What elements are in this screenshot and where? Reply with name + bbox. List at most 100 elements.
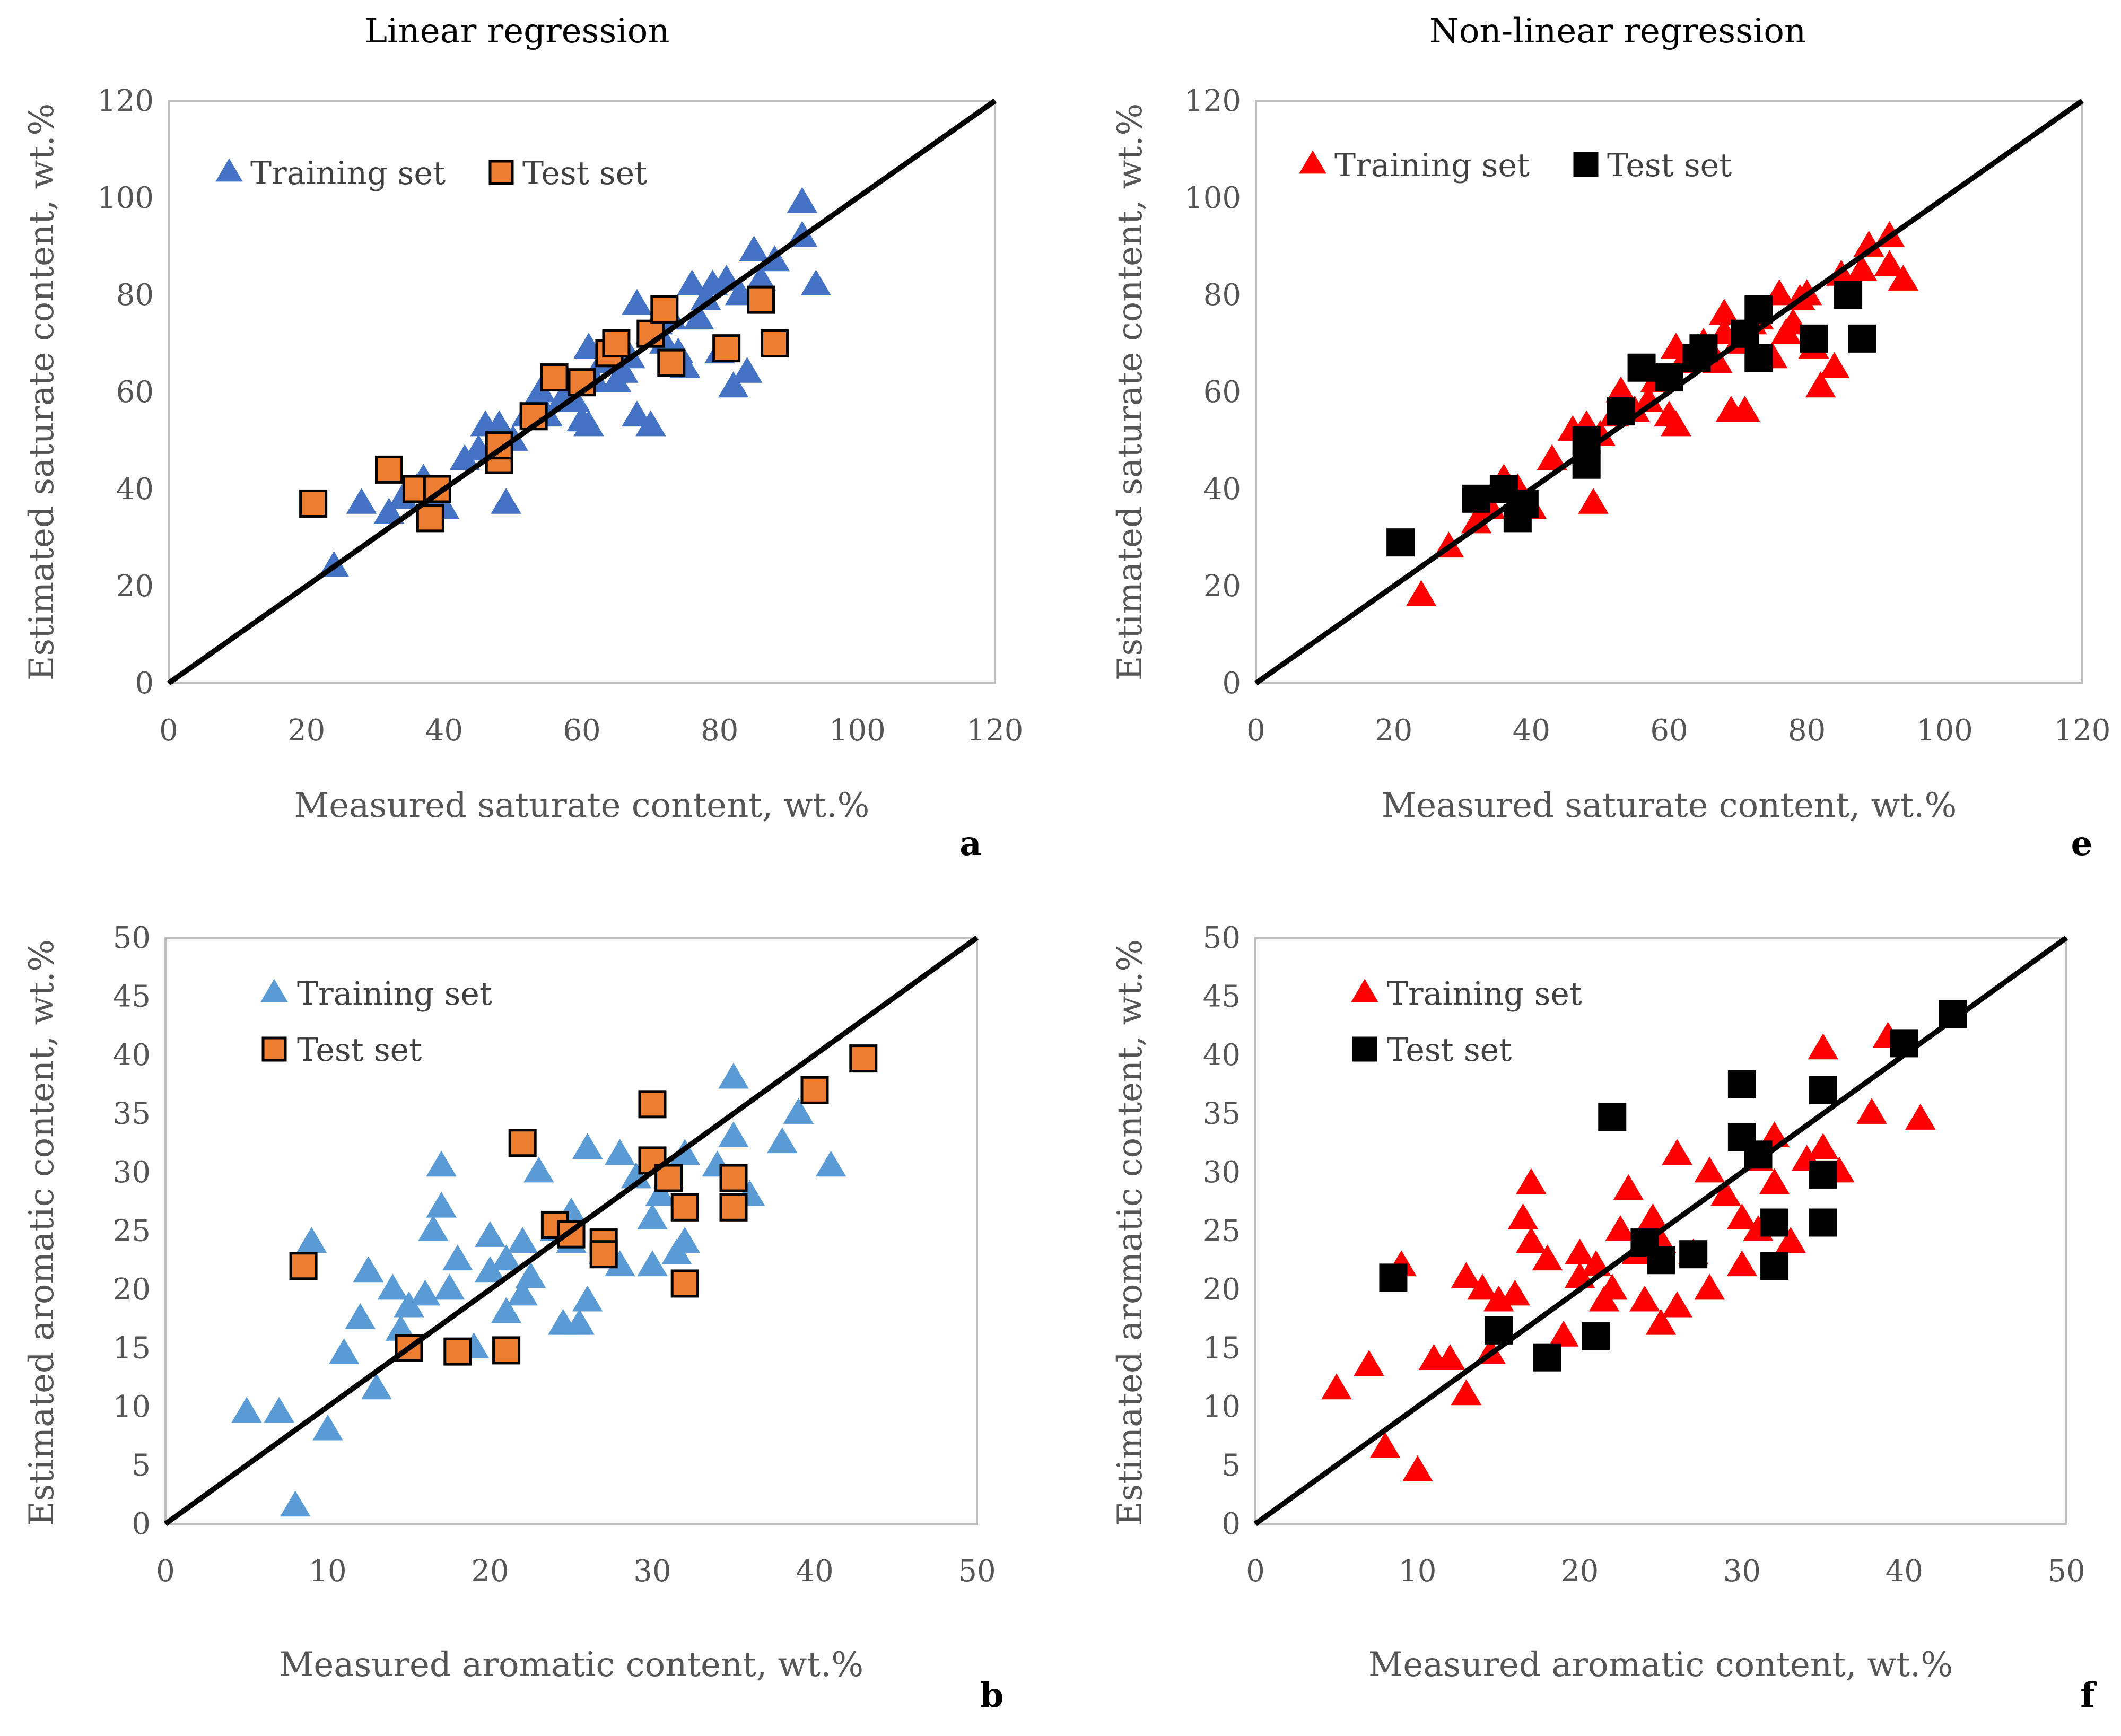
y-tick-label: 40 (1203, 1038, 1241, 1072)
data-point-test (657, 348, 686, 377)
data-point-training (1662, 1139, 1692, 1165)
title-linear-regression: Linear regression (365, 12, 670, 51)
y-tick-label: 20 (1203, 569, 1241, 604)
legend-marker-training (1299, 150, 1326, 174)
data-point-training (1578, 487, 1609, 514)
x-tick-label: 50 (2047, 1554, 2085, 1589)
panel-label: f (2080, 1676, 2097, 1715)
legend-marker-test (1352, 1036, 1377, 1062)
plot-area-frame (1255, 100, 2083, 684)
y-tick-label: 10 (1203, 1390, 1241, 1424)
y-tick-label: 0 (1222, 666, 1241, 701)
y-tick-label: 5 (132, 1449, 151, 1483)
y-tick-label: 50 (113, 921, 151, 955)
data-point-training (1597, 1273, 1628, 1300)
x-tick-label: 120 (967, 713, 1024, 748)
data-point-training (442, 1244, 473, 1271)
data-point-test (602, 329, 631, 357)
y-tick-label: 35 (113, 1097, 151, 1131)
y-tick-label: 45 (1203, 980, 1241, 1014)
series-training-set (231, 1062, 846, 1517)
data-point-training (1805, 371, 1836, 398)
data-point-training (1846, 255, 1878, 281)
data-point-training (1564, 1238, 1595, 1265)
data-point-test (670, 1193, 699, 1222)
data-point-training (507, 1279, 538, 1306)
reference-line-1to1 (167, 98, 997, 686)
y-tick-label: 25 (1203, 1214, 1241, 1249)
data-point-training (1808, 1033, 1839, 1060)
y-tick-label: 80 (116, 278, 154, 312)
data-point-test (849, 1044, 878, 1073)
data-point-training (231, 1397, 262, 1423)
data-point-training (345, 1303, 376, 1329)
data-point-training (1808, 1133, 1839, 1159)
series-test-set (299, 285, 789, 533)
data-point-test (1379, 1263, 1408, 1292)
y-tick-label: 5 (1221, 1449, 1241, 1483)
data-point-training (718, 1121, 749, 1148)
y-tick-label: 35 (1203, 1097, 1241, 1131)
data-point-test (1386, 528, 1415, 557)
data-point-training (377, 1273, 408, 1300)
title-non-linear-regression: Non-linear regression (1429, 12, 1806, 51)
x-tick-label: 0 (1246, 713, 1265, 748)
data-point-training (1467, 1273, 1498, 1300)
x-tick-label: 40 (796, 1554, 833, 1589)
y-axis-title: Estimated saturate content, wt.% (1111, 103, 1150, 681)
series-training-set (1406, 221, 1919, 606)
y-tick-label: 50 (1203, 921, 1241, 955)
data-point-training (1406, 580, 1437, 606)
x-tick-label: 100 (829, 713, 886, 748)
data-point-training (718, 371, 749, 398)
y-tick-label: 0 (135, 666, 154, 701)
data-point-training (573, 410, 604, 437)
x-tick-label: 120 (2054, 713, 2111, 748)
data-point-training (491, 487, 521, 514)
x-tick-label: 100 (1916, 713, 1973, 748)
series-test-set (1379, 1000, 1967, 1372)
y-tick-label: 60 (116, 375, 154, 409)
y-tick-label: 20 (113, 1272, 151, 1307)
plot-area-frame (1254, 937, 2067, 1525)
y-tick-label: 100 (1184, 181, 1241, 215)
data-point-test (1800, 324, 1828, 353)
y-tick-label: 0 (132, 1507, 151, 1541)
x-tick-label: 10 (309, 1554, 346, 1589)
data-point-training (1759, 1168, 1790, 1194)
data-point-training (1637, 1203, 1668, 1229)
y-tick-label: 10 (113, 1390, 151, 1424)
data-point-training (635, 410, 666, 437)
data-point-training (1369, 1432, 1401, 1458)
data-point-test (1462, 484, 1490, 513)
plot-area-frame (164, 937, 978, 1525)
data-point-test (1485, 1316, 1513, 1345)
data-point-test (719, 1193, 748, 1222)
data-point-training (1888, 265, 1919, 291)
data-point-test (670, 1269, 699, 1298)
legend-label: Test set (297, 1032, 422, 1069)
data-point-training (491, 1244, 522, 1271)
data-point-test (299, 489, 328, 518)
legend-marker-training (215, 158, 243, 182)
data-point-training (507, 1227, 538, 1253)
x-axis-title: Measured saturate content, wt.% (1382, 786, 1957, 825)
y-tick-label: 60 (1203, 375, 1241, 409)
chart-panel-e: 0 20 40 60 80 100 120 0 20 40 60 80 100 120 Measured s… (1111, 84, 2110, 863)
data-point-training (572, 1285, 603, 1312)
x-axis-title: Measured saturate content, wt.% (294, 786, 870, 825)
reference-line-1to1 (164, 935, 979, 1526)
data-point-training (637, 1250, 668, 1277)
data-point-training (296, 1227, 327, 1253)
data-point-test (712, 334, 741, 363)
legend-label: Training set (250, 155, 446, 192)
x-tick-label: 40 (1513, 713, 1550, 748)
data-point-training (1662, 1291, 1692, 1318)
data-point-training (1709, 299, 1740, 325)
x-tick-label: 20 (287, 713, 325, 748)
data-point-training (738, 235, 770, 262)
x-tick-label: 60 (563, 713, 600, 748)
data-point-training (669, 1227, 700, 1253)
data-point-training (1645, 1308, 1677, 1335)
x-tick-label: 0 (1246, 1554, 1265, 1589)
